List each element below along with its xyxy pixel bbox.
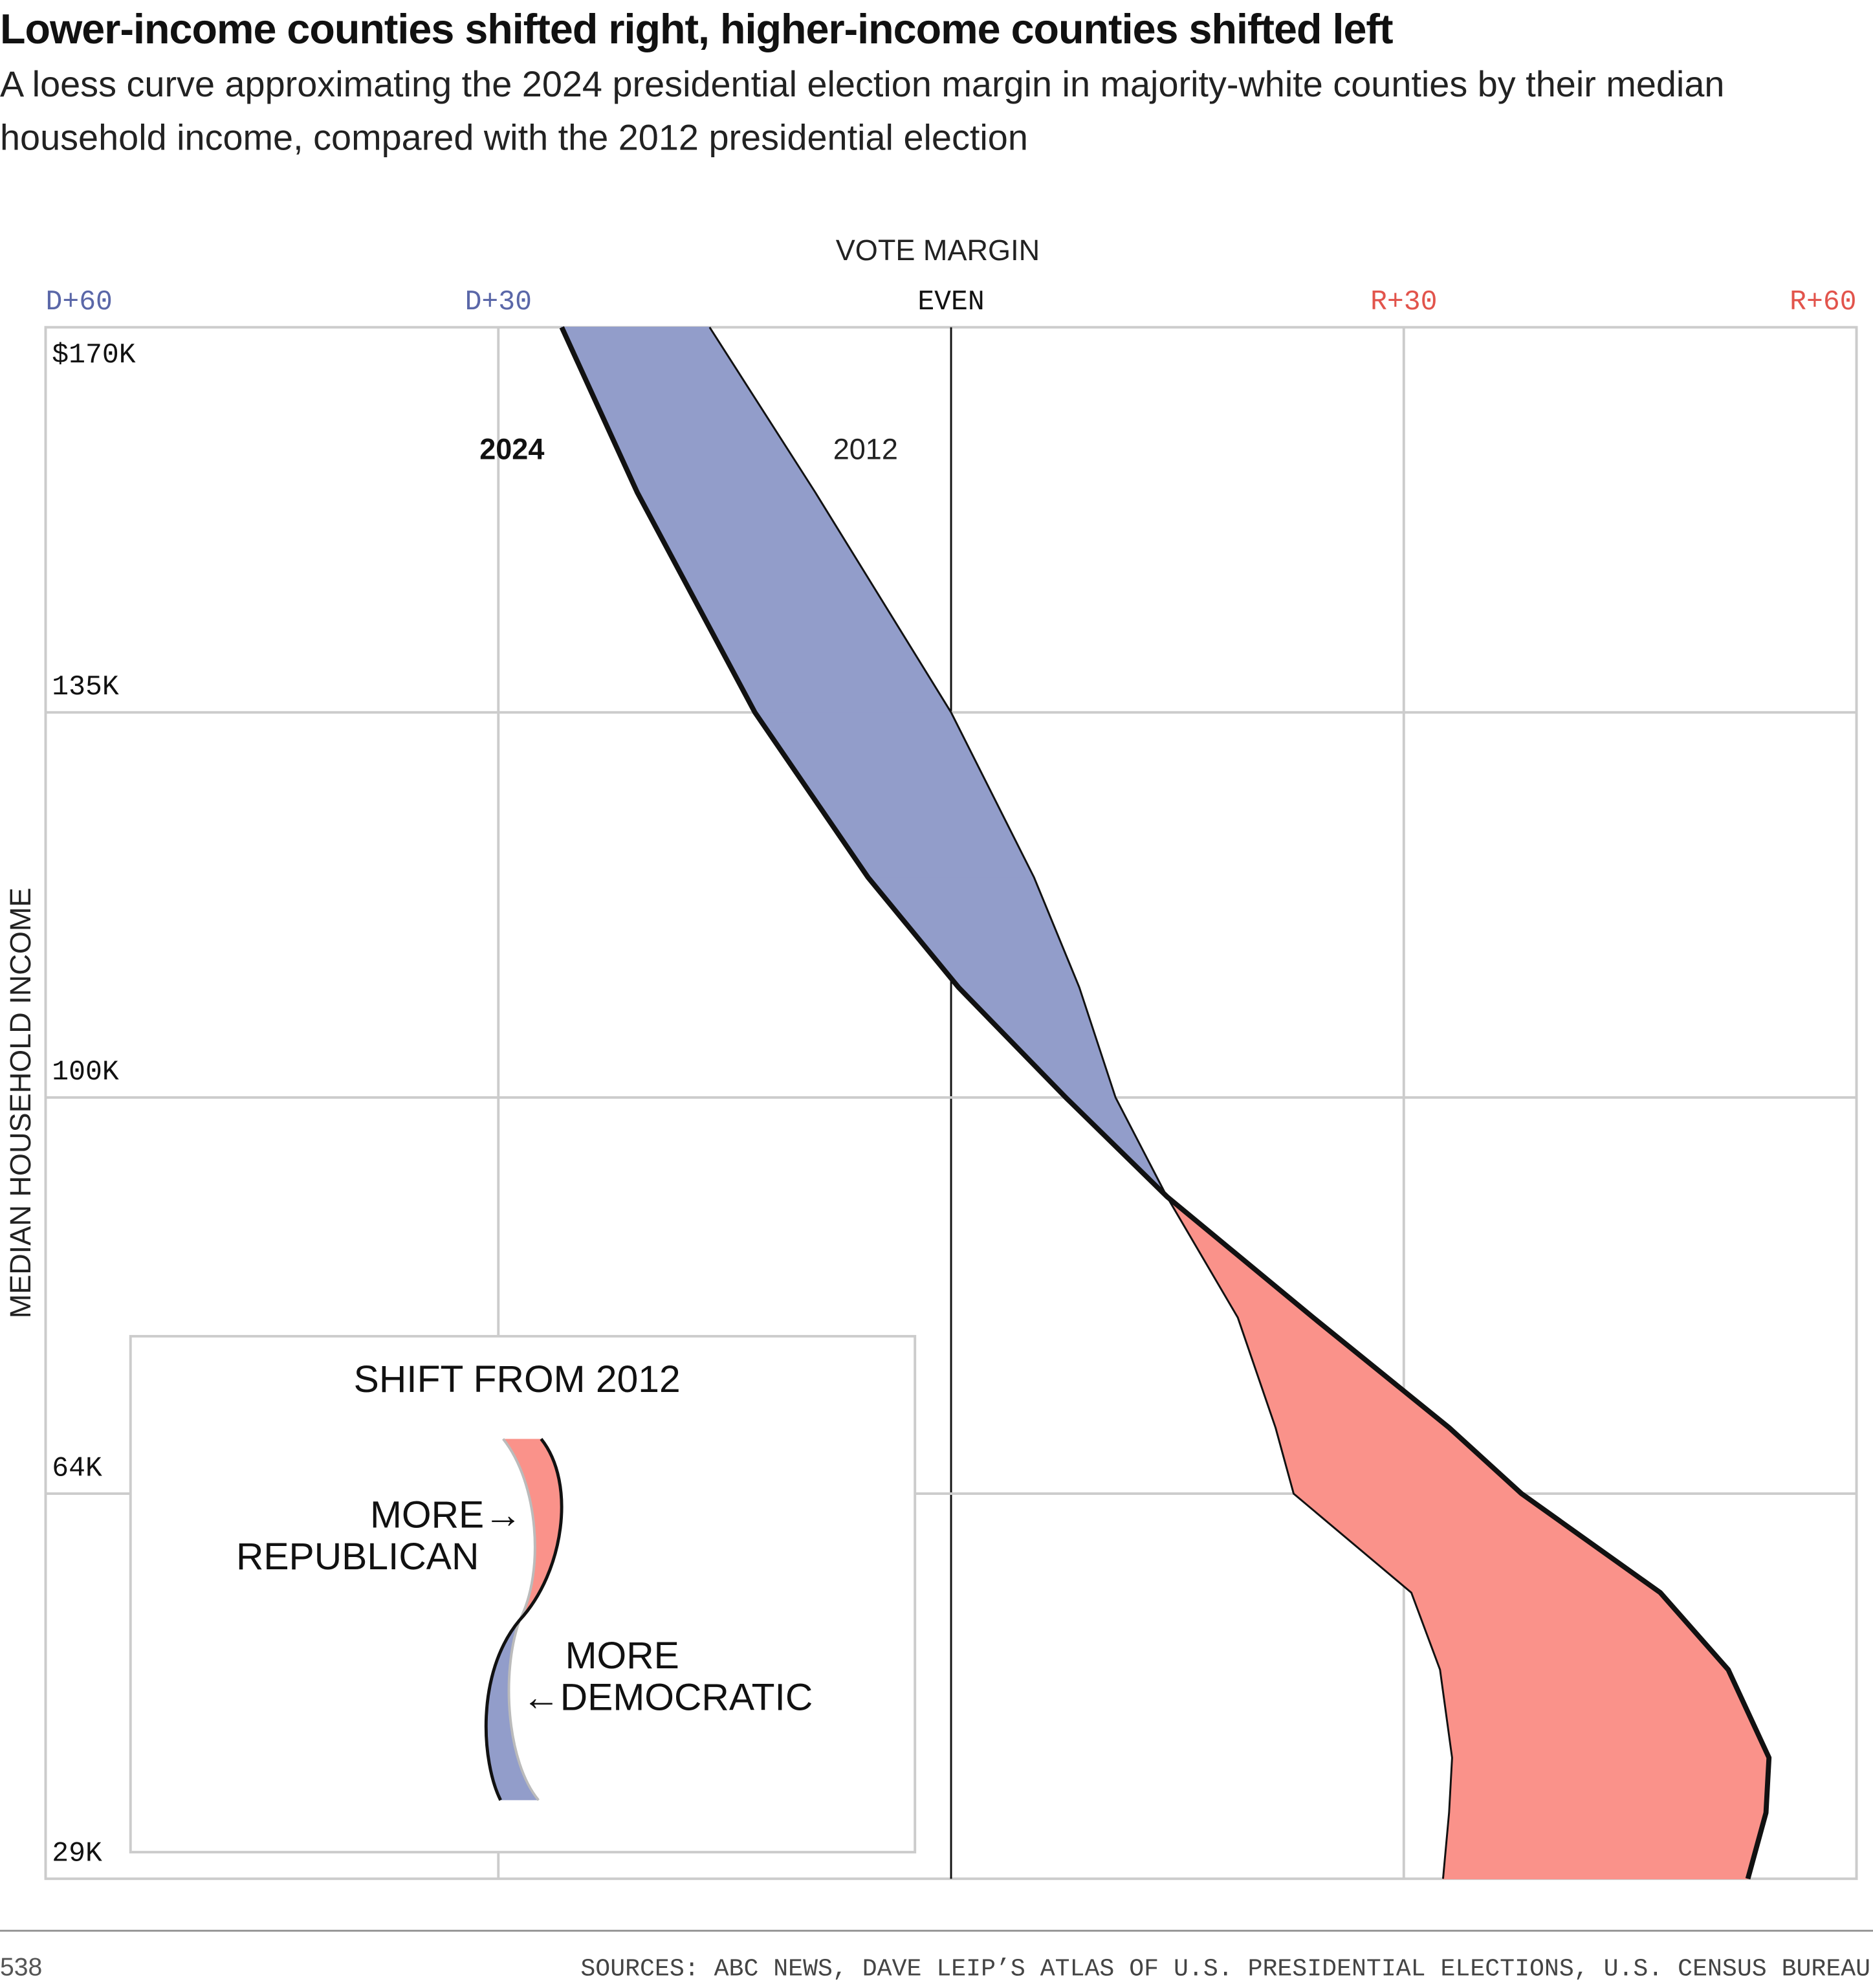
- inset-label: MORE: [565, 1635, 679, 1677]
- inset-title: SHIFT FROM 2012: [354, 1358, 681, 1400]
- series-label: 2024: [479, 433, 544, 466]
- x-axis-title: VOTE MARGIN: [836, 234, 1040, 267]
- sources: SOURCES: ABC NEWS, DAVE LEIP’S ATLAS OF …: [580, 1955, 1870, 1983]
- inset-label: MORE→: [370, 1494, 522, 1536]
- shift-area: [1442, 1812, 1767, 1879]
- chart-subtitle: A loess curve approximating the 2024 pre…: [0, 65, 1725, 159]
- series-line: [708, 326, 1453, 1879]
- inset: SHIFT FROM 2012 MORE→ REPUBLICAN MORE ←D…: [129, 1334, 917, 1854]
- y-tick-label: 64K: [52, 1452, 102, 1484]
- shift-area: [1410, 1592, 1730, 1670]
- x-tick-label: R+30: [1370, 286, 1437, 318]
- inset-shift-line: [484, 1437, 564, 1801]
- x-tick-label: D+60: [46, 286, 113, 318]
- shift-area: [636, 491, 952, 713]
- x-tick-label: D+30: [465, 286, 532, 318]
- inset-label: ←DEMOCRATIC: [522, 1677, 813, 1719]
- x-tick-label: EVEN: [917, 286, 984, 318]
- y-tick-label: 100K: [52, 1056, 119, 1088]
- credit: 538: [0, 1954, 42, 1982]
- shift-area: [1439, 1669, 1770, 1758]
- y-tick-label: $170K: [52, 339, 135, 371]
- y-axis-title: MEDIAN HOUSEHOLD INCOME: [4, 888, 37, 1319]
- inset-blue-shape: [486, 1620, 539, 1800]
- inset-box: [129, 1334, 917, 1854]
- shift-area: [867, 877, 1080, 988]
- shift-area: [1448, 1757, 1770, 1813]
- header: Lower-income counties shifted right, hig…: [0, 0, 1873, 165]
- y-tick-label: 135K: [52, 671, 119, 703]
- series-line: [559, 326, 1772, 1880]
- series-label: 2012: [833, 433, 898, 466]
- y-tick-label: 29K: [52, 1837, 102, 1869]
- x-tick-label: R+60: [1790, 286, 1856, 318]
- inset-label: REPUBLICAN: [236, 1536, 479, 1578]
- shift-area: [1292, 1493, 1662, 1593]
- chart-title: Lower-income counties shifted right, hig…: [0, 5, 1394, 52]
- shift-area: [957, 987, 1117, 1098]
- header-box: Lower-income counties shifted right, hig…: [0, 0, 1873, 165]
